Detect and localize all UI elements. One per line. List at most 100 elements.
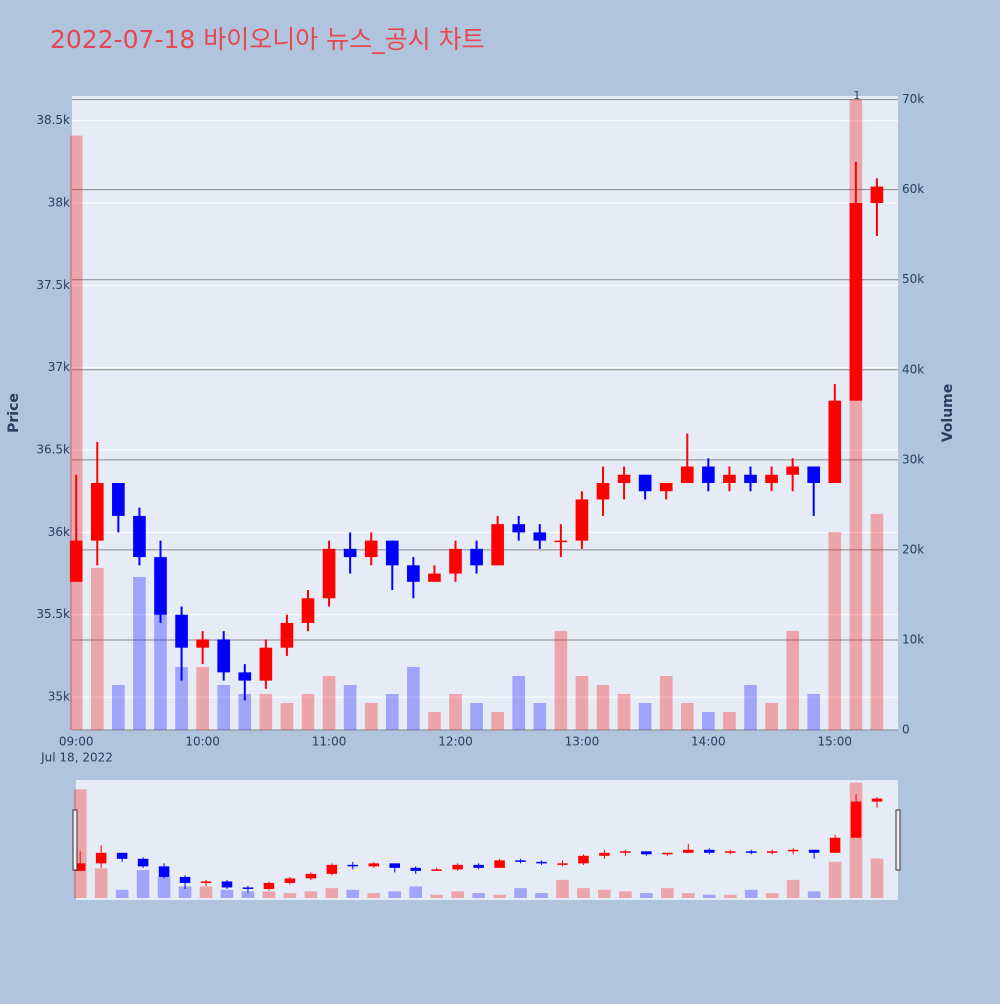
candle-body xyxy=(175,614,188,648)
volume-bar xyxy=(133,576,146,730)
volume-bar xyxy=(238,693,252,730)
y-tick-label: 36k xyxy=(48,525,70,539)
slider-candle-body xyxy=(829,837,841,853)
y2-tick-label: 40k xyxy=(902,362,924,376)
candle-body xyxy=(301,598,315,623)
candle-body xyxy=(364,540,378,558)
slider-volume-bar xyxy=(451,891,464,898)
volume-bar xyxy=(470,702,483,730)
volume-bar xyxy=(280,702,294,730)
volume-bar xyxy=(112,684,125,730)
slider-volume-bar xyxy=(807,891,821,898)
candle-body xyxy=(870,186,884,204)
slider-candle-body xyxy=(557,863,568,865)
candle-body xyxy=(828,400,842,483)
slider-candle-body xyxy=(578,855,589,864)
x-tick-label: 14:00 xyxy=(691,735,726,749)
slider-volume-bar xyxy=(283,893,297,898)
range-slider[interactable] xyxy=(76,780,898,900)
slider-volume-bar xyxy=(786,879,800,898)
slider-volume-bar xyxy=(661,888,674,898)
slider-candle-body xyxy=(200,881,212,883)
candle-body xyxy=(659,482,673,492)
slider-candle-body xyxy=(683,849,694,853)
slider-volume-bar xyxy=(199,886,213,898)
slider-candle-body xyxy=(871,798,883,802)
volume-bar xyxy=(554,630,568,730)
x-tick-label: 13:00 xyxy=(565,735,600,749)
candle-body xyxy=(343,548,357,558)
slider-volume-bar xyxy=(388,891,402,898)
x-date-label: Jul 18, 2022 xyxy=(40,751,113,765)
slider-volume-bar xyxy=(577,888,590,898)
slider-volume-bar xyxy=(681,893,695,898)
volume-bar xyxy=(828,531,842,730)
volume-bar xyxy=(638,702,652,730)
candle-body xyxy=(533,532,547,541)
candle-body xyxy=(617,474,631,483)
candle-body xyxy=(575,499,589,541)
y-tick-label: 35k xyxy=(48,690,70,704)
volume-bar xyxy=(786,630,799,730)
slider-candle-body xyxy=(326,864,338,874)
slider-candle-body xyxy=(745,851,757,853)
y2-tick-label: 30k xyxy=(902,452,924,466)
slider-candle-body xyxy=(620,851,631,853)
slider-candle-body xyxy=(242,887,254,889)
range-handle[interactable] xyxy=(895,809,901,871)
candle-body xyxy=(786,466,799,475)
candle-body xyxy=(69,540,83,582)
chart-title: 2022-07-18 바이오니아 뉴스_공시 차트 xyxy=(50,25,485,54)
slider-volume-bar xyxy=(702,894,716,898)
volume-bar xyxy=(196,666,209,730)
slider-candle-body xyxy=(766,851,778,853)
x-tick-label: 09:00 xyxy=(59,735,94,749)
candle-body xyxy=(470,548,483,566)
candle-body xyxy=(512,524,526,533)
candle-body xyxy=(702,466,715,483)
y-tick-label: 37k xyxy=(48,360,70,374)
y-tick-label: 35.5k xyxy=(36,607,70,621)
y2-axis-title: Volume xyxy=(940,384,956,443)
volume-bar xyxy=(407,666,420,730)
slider-volume-bar xyxy=(640,893,653,898)
slider-candle-body xyxy=(410,867,421,871)
candle-body xyxy=(238,672,252,681)
slider-volume-bar xyxy=(115,889,129,898)
volume-bar xyxy=(765,702,778,730)
volume-bar xyxy=(659,675,673,730)
slider-volume-bar xyxy=(178,886,192,898)
volume-bar xyxy=(364,702,378,730)
candle-body xyxy=(744,474,757,483)
slider-candle-body xyxy=(221,881,233,888)
volume-bar xyxy=(807,693,821,730)
slider-candle-body xyxy=(662,852,673,855)
volume-bar xyxy=(575,675,589,730)
slider-candle-body xyxy=(368,863,380,867)
volume-bar xyxy=(744,684,757,730)
candle-body xyxy=(133,515,146,558)
slider-volume-bar xyxy=(304,891,318,898)
candle-body xyxy=(154,557,167,615)
slider-volume-bar xyxy=(556,879,569,898)
slider-candle-body xyxy=(137,858,149,867)
y2-tick-label: 20k xyxy=(902,542,924,556)
slider-volume-bar xyxy=(493,894,506,898)
y2-tick-label: 50k xyxy=(902,272,924,286)
slider-volume-bar xyxy=(535,893,548,898)
slider-candle-body xyxy=(347,864,359,867)
volume-bar xyxy=(512,675,526,730)
volume-bar xyxy=(428,711,441,730)
range-handle[interactable] xyxy=(72,809,78,871)
slider-volume-bar xyxy=(262,891,276,898)
slider-candle-body xyxy=(263,882,275,889)
slider-candle-body xyxy=(452,864,463,870)
volume-bar xyxy=(723,711,736,730)
volume-bar xyxy=(533,702,547,730)
candle-body xyxy=(765,474,778,483)
volume-bar xyxy=(385,693,399,730)
volume-bar xyxy=(154,612,167,730)
candle-body xyxy=(112,482,125,516)
candle-body xyxy=(807,466,821,483)
